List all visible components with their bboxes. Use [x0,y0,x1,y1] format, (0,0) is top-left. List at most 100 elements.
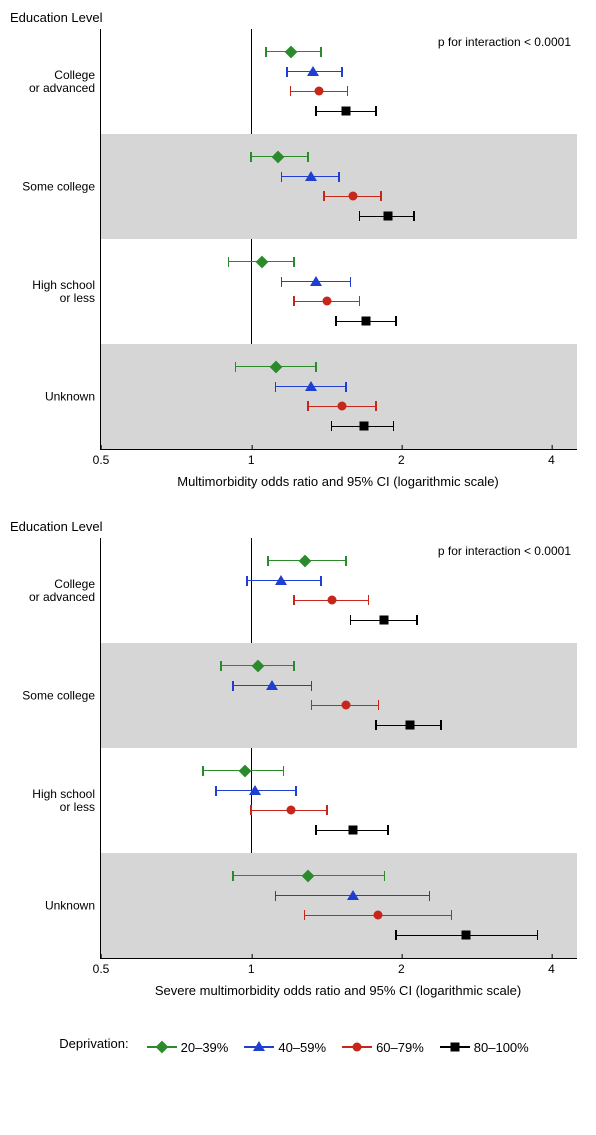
ci-cap [265,47,267,57]
y-axis-label: College or advanced [15,577,101,603]
ci-cap [320,47,322,57]
y-axis-label: Unknown [15,899,101,912]
ci-cap [335,316,337,326]
ci-cap [375,401,377,411]
y-axis-label: Some college [15,689,101,702]
circle-marker [353,1043,362,1052]
ci-cap [281,277,283,287]
y-axis-label: Unknown [15,390,101,403]
circle-marker [337,402,346,411]
triangle-marker [249,785,261,795]
circle-marker [342,701,351,710]
ci-cap [375,106,377,116]
group-band [101,134,577,239]
legend-swatch [147,1046,177,1048]
ci-cap [451,910,453,920]
group-band [101,239,577,344]
x-tick: 1 [248,449,255,467]
ci-cap [307,401,309,411]
ci-cap [345,382,347,392]
ci-cap [293,661,295,671]
y-axis-label: College or advanced [15,68,101,94]
ci-cap [380,191,382,201]
legend-item: 40–59% [244,1040,326,1055]
ci-cap [338,172,340,182]
circle-marker [315,87,324,96]
diamond-marker [155,1041,168,1054]
legend-label: 60–79% [376,1040,424,1055]
x-tick: 0.5 [93,958,110,976]
panel-title: Education Level [10,519,586,534]
ci-cap [359,211,361,221]
circle-marker [374,911,383,920]
x-tick: 0.5 [93,449,110,467]
ci-cap [331,421,333,431]
legend-item: 80–100% [440,1040,529,1055]
ci-cap [307,152,309,162]
x-tick: 1 [248,958,255,976]
x-axis-label: Severe multimorbidity odds ratio and 95%… [100,983,576,998]
ci-cap [350,615,352,625]
ci-cap [293,595,295,605]
triangle-marker [305,381,317,391]
ci-cap [293,257,295,267]
ci-cap [315,362,317,372]
square-marker [405,721,414,730]
ci-cap [295,786,297,796]
ci-cap [286,67,288,77]
legend-item: 60–79% [342,1040,424,1055]
ci-cap [350,277,352,287]
ci-cap [304,910,306,920]
ci-cap [235,362,237,372]
y-axis-label: Some college [15,180,101,193]
ci-cap [440,720,442,730]
ci-cap [341,67,343,77]
ci-cap [378,700,380,710]
ci-cap [250,805,252,815]
ci-cap [323,191,325,201]
ci-cap [246,576,248,586]
forest-plot-panel: Education Level p for interaction < 0.000… [10,10,586,489]
ci-cap [393,421,395,431]
group-band [101,643,577,748]
x-tick: 4 [548,958,555,976]
x-tick: 2 [398,958,405,976]
y-axis-label: High school or less [15,787,101,813]
ci-cap [413,211,415,221]
forest-plot-panel: Education Level p for interaction < 0.000… [10,519,586,998]
ci-cap [315,825,317,835]
x-axis-label: Multimorbidity odds ratio and 95% CI (lo… [100,474,576,489]
square-marker [359,422,368,431]
ci-cap [293,296,295,306]
circle-marker [286,806,295,815]
ci-cap [359,296,361,306]
triangle-marker [310,276,322,286]
square-marker [462,931,471,940]
ci-cap [220,661,222,671]
x-tick: 4 [548,449,555,467]
ci-cap [326,805,328,815]
ci-cap [384,871,386,881]
plot-area: p for interaction < 0.0001College or adv… [100,29,577,450]
panel-title: Education Level [10,10,586,25]
legend: Deprivation:20–39%40–59%60–79%80–100% [10,1028,586,1063]
triangle-marker [347,890,359,900]
ci-cap [320,576,322,586]
y-axis-label: High school or less [15,278,101,304]
ci-cap [250,152,252,162]
square-marker [362,317,371,326]
plot-area: p for interaction < 0.0001College or adv… [100,538,577,959]
ci-cap [275,891,277,901]
ci-cap [315,106,317,116]
legend-swatch [440,1046,470,1048]
legend-swatch [244,1046,274,1048]
ci-cap [267,556,269,566]
x-tick: 2 [398,449,405,467]
ci-cap [202,766,204,776]
ci-cap [281,172,283,182]
group-band [101,748,577,853]
ci-cap [416,615,418,625]
legend-label: 40–59% [278,1040,326,1055]
square-marker [342,107,351,116]
legend-item: 20–39% [147,1040,229,1055]
